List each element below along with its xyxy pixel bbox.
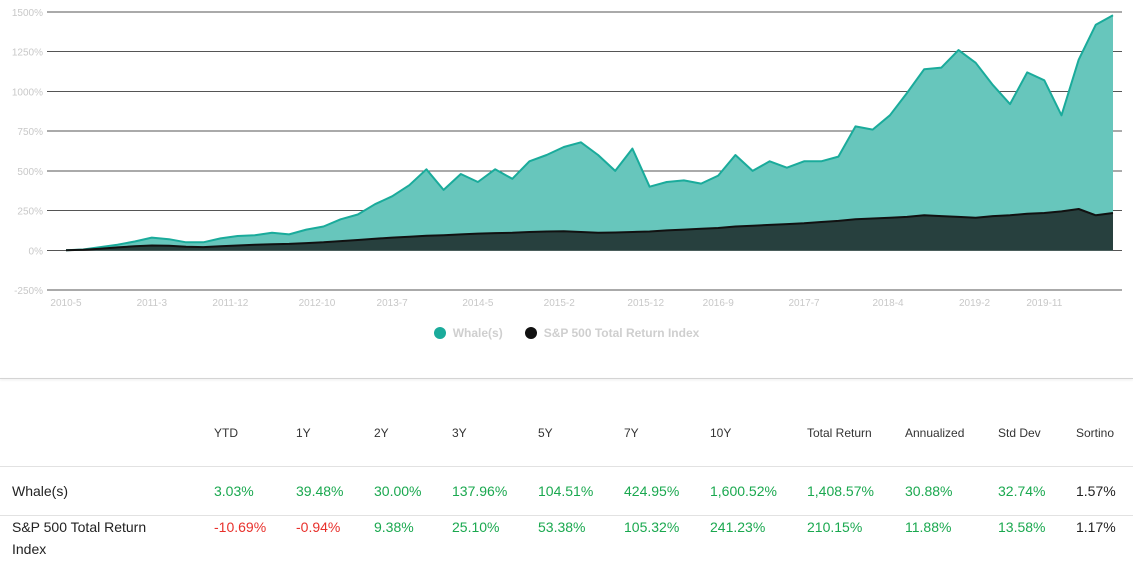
x-tick-label: 2017-7 (788, 298, 820, 309)
performance-table: YTD 1Y 2Y 3Y 5Y 7Y 10Y Total Return Annu… (0, 400, 1133, 564)
cell-value: 137.96% (452, 483, 508, 499)
cell-value: 1.57% (1076, 483, 1116, 499)
cell-value: 104.51% (538, 483, 594, 499)
cell-value: 30.88% (905, 483, 953, 499)
header-ytd: YTD (214, 426, 238, 440)
x-tick-label: 2014-5 (462, 298, 494, 309)
cell-value: 25.10% (452, 519, 500, 535)
header-annualized: Annualized (905, 426, 965, 440)
table-cell: 105.32% (624, 515, 710, 564)
legend-dot-sp500 (524, 327, 537, 339)
x-tick-label: 2016-9 (703, 298, 735, 309)
row-label: Whale(s) (0, 466, 214, 516)
y-tick-label: 750% (17, 127, 43, 138)
cell-value: 9.38% (374, 519, 414, 535)
cell-value: 13.58% (998, 519, 1046, 535)
table-cell: 11.88% (905, 515, 998, 564)
x-tick-label: 2011-3 (137, 298, 168, 309)
table-cell: -10.69% (214, 515, 296, 564)
y-tick-label: 1500% (12, 8, 43, 19)
table-cell: 39.48% (296, 466, 374, 516)
chart-legend: Whale(s) S&P 500 Total Return Index (0, 326, 1133, 340)
x-tick-label: 2018-4 (872, 298, 904, 309)
header-2y: 2Y (374, 426, 389, 440)
cell-value: 39.48% (296, 483, 344, 499)
table-row: Whale(s) 3.03% 39.48% 30.00% 137.96% 104.51% 4… (0, 466, 1133, 516)
x-tick-label: 2012-10 (299, 298, 336, 309)
cell-value: 210.15% (807, 519, 863, 535)
x-tick-label: 2019-11 (1026, 298, 1062, 309)
table-cell: 1.17% (1076, 515, 1133, 564)
line-whales (65, 14, 1114, 252)
legend-item-whales[interactable]: Whale(s) (433, 326, 503, 340)
cell-value: 3.03% (214, 483, 254, 499)
legend-label-whales: Whale(s) (452, 326, 503, 340)
cell-value: 105.32% (624, 519, 680, 535)
cell-value: 424.95% (624, 483, 680, 499)
legend-item-sp500[interactable]: S&P 500 Total Return Index (524, 326, 700, 340)
table-row: S&P 500 Total Return Index -10.69% -0.94% 9… (0, 515, 1133, 564)
row-label: S&P 500 Total Return Index (0, 515, 214, 564)
row-label-text: S&P 500 Total Return Index (12, 519, 147, 557)
cell-value: -0.94% (296, 519, 341, 535)
table-cell: -0.94% (296, 515, 374, 564)
header-10y: 10Y (710, 426, 732, 440)
header-std-dev: Std Dev (998, 426, 1041, 440)
y-tick-label: 500% (17, 167, 43, 178)
x-tick-label: 2015-2 (544, 298, 576, 309)
header-blank (0, 400, 214, 467)
cell-value: 1,408.57% (807, 483, 874, 499)
table-cell: 30.88% (905, 466, 998, 516)
legend-dot-whales (433, 327, 446, 339)
table-cell: 137.96% (452, 466, 538, 516)
table-cell: 1.57% (1076, 466, 1133, 516)
cell-value: 32.74% (998, 483, 1046, 499)
header-3y: 3Y (452, 426, 467, 440)
header-5y: 5Y (538, 426, 553, 440)
table-header-row: YTD 1Y 2Y 3Y 5Y 7Y 10Y Total Return Annu… (0, 400, 1133, 467)
table-cell: 3.03% (214, 466, 296, 516)
table-cell: 53.38% (538, 515, 624, 564)
table-cell: 210.15% (807, 515, 905, 564)
y-tick-label: -250% (14, 286, 43, 297)
y-tick-label: 0% (29, 246, 44, 257)
cell-value: -10.69% (214, 519, 267, 535)
header-sortino: Sortino (1076, 426, 1115, 440)
table-cell: 9.38% (374, 515, 452, 564)
y-tick-label: 1000% (12, 87, 43, 98)
cell-value: 30.00% (374, 483, 422, 499)
table-cell: 104.51% (538, 466, 624, 516)
table-cell: 25.10% (452, 515, 538, 564)
cell-value: 11.88% (905, 519, 952, 535)
header-1y: 1Y (296, 426, 311, 440)
legend-label-sp500: S&P 500 Total Return Index (543, 326, 700, 340)
section-divider (0, 378, 1133, 379)
cell-value: 1.17% (1076, 519, 1116, 535)
row-label-text: Whale(s) (12, 483, 69, 499)
table-cell: 32.74% (998, 466, 1076, 516)
performance-chart: 1500% 1250% 1000% 750% 500% 250% 0% -250% 2010-5… (12, 8, 1122, 309)
y-tick-label: 1250% (12, 48, 43, 59)
x-tick-label: 2010-5 (50, 298, 82, 309)
x-tick-label: 2011-12 (212, 298, 248, 309)
cell-value: 241.23% (710, 519, 766, 535)
line-sp500 (65, 208, 1114, 252)
y-tick-label: 250% (17, 207, 43, 218)
table-cell: 424.95% (624, 466, 710, 516)
cell-value: 53.38% (538, 519, 586, 535)
table-cell: 1,408.57% (807, 466, 905, 516)
area-whales (66, 15, 1113, 251)
table-cell: 30.00% (374, 466, 452, 516)
header-7y: 7Y (624, 426, 639, 440)
table-cell: 13.58% (998, 515, 1076, 564)
x-tick-label: 2019-2 (959, 298, 991, 309)
table-cell: 241.23% (710, 515, 807, 564)
header-total-return: Total Return (807, 426, 872, 440)
x-tick-label: 2013-7 (377, 298, 409, 309)
chart-svg: 1500% 1250% 1000% 750% 500% 250% 0% -250% 2010-5… (12, 8, 1122, 309)
area-sp500 (66, 209, 1113, 251)
table-cell: 1,600.52% (710, 466, 807, 516)
x-tick-label: 2015-12 (627, 298, 664, 309)
cell-value: 1,600.52% (710, 483, 777, 499)
